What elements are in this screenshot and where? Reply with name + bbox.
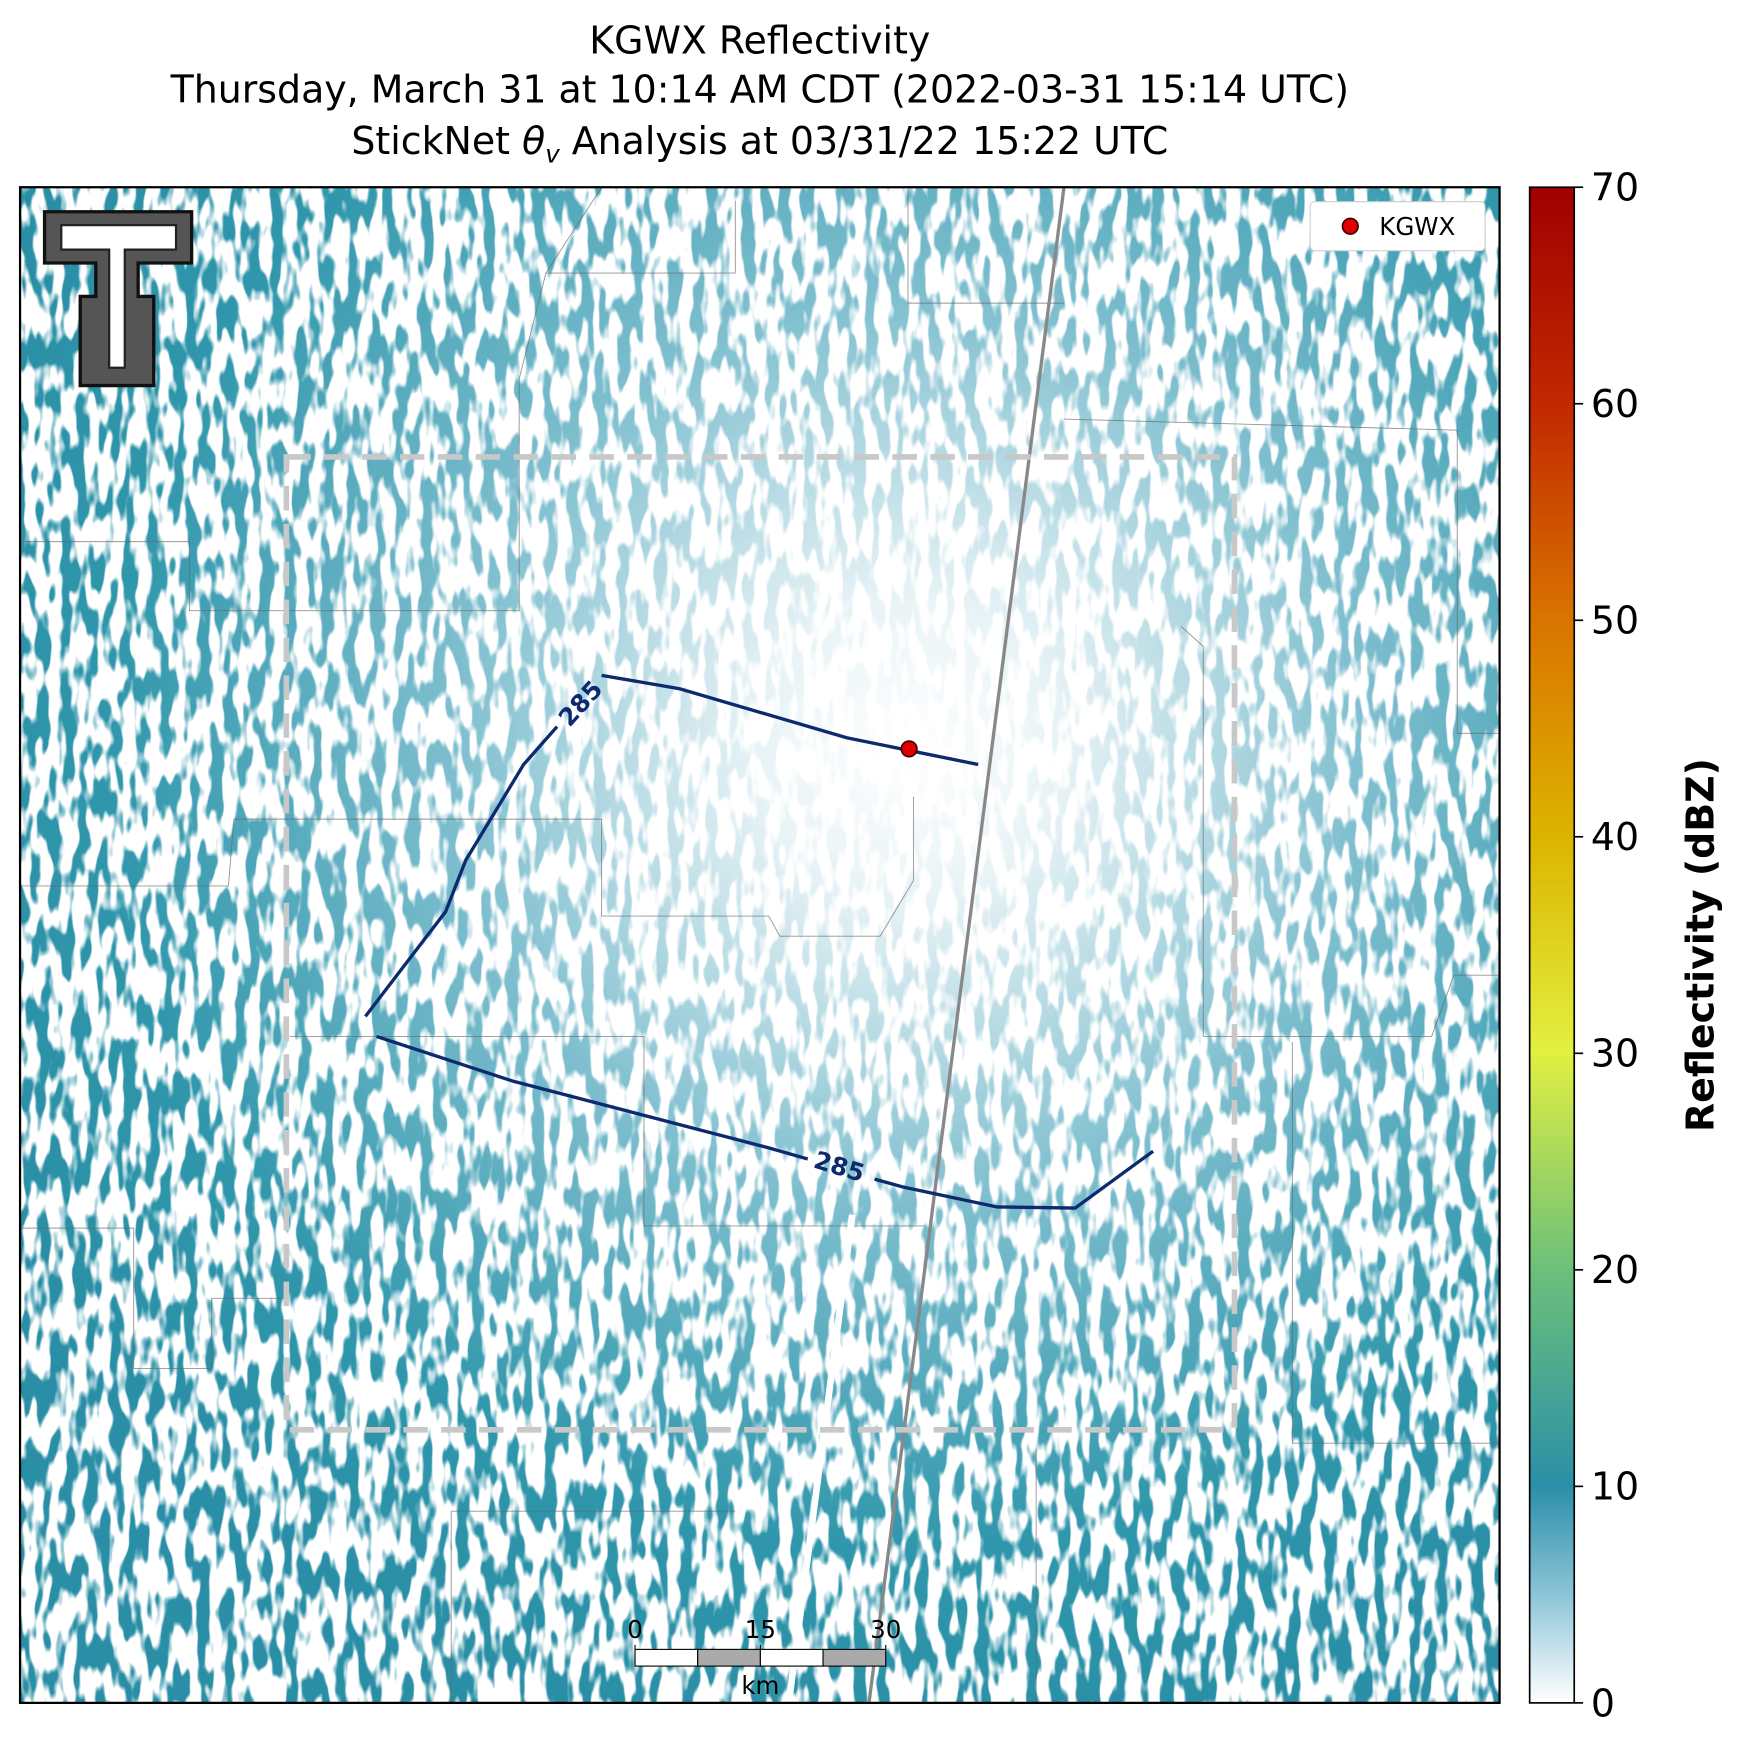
- scale-segment: [697, 1648, 761, 1667]
- map-frame: [18, 186, 1501, 1704]
- scale-bar: 0 15 30 km: [627, 1615, 901, 1700]
- colorbar-label: Reflectivity (dBZ): [1678, 758, 1722, 1132]
- subtitle: Thursday, March 31 at 10:14 AM CDT (2022…: [170, 68, 1349, 112]
- scale-unit: km: [741, 1671, 779, 1700]
- county-lines: [20, 187, 1500, 1703]
- colorbar-tick-label: 40: [1591, 815, 1639, 859]
- colorbar: [1528, 186, 1576, 1704]
- scale-segment: [822, 1648, 887, 1667]
- radar-gap: [785, 1214, 856, 1703]
- highway: [867, 187, 1066, 1703]
- colorbar-tick-label: 0: [1591, 1681, 1615, 1725]
- scale-segment: [759, 1648, 824, 1667]
- legend-label: KGWX: [1379, 212, 1455, 241]
- scale-tick-label: 0: [627, 1615, 643, 1644]
- analysis-prefix: StickNet: [351, 119, 522, 163]
- colorbar-tick-label: 10: [1591, 1465, 1639, 1509]
- analysis-title: StickNet θv Analysis at 03/31/22 15:22 U…: [351, 119, 1168, 169]
- colorbar-ticks: 0 10 20 30 40 50 60 70: [1574, 166, 1639, 1725]
- legend-marker: [1341, 217, 1359, 235]
- analysis-subscript: v: [545, 140, 560, 169]
- legend-box: [1309, 201, 1486, 252]
- colorbar-tick-label: 20: [1591, 1248, 1639, 1292]
- analysis-domain: [283, 454, 1238, 1433]
- radar-site: [900, 740, 918, 758]
- analysis-suffix: Analysis at 03/31/22 15:22 UTC: [560, 119, 1169, 163]
- colorbar-tick-label: 60: [1591, 382, 1639, 426]
- analysis-symbol: θ: [522, 119, 545, 163]
- title: KGWX Reflectivity: [589, 18, 930, 62]
- scale-tick-label: 30: [870, 1615, 901, 1644]
- colorbar-tick-label: 30: [1591, 1032, 1639, 1076]
- colorbar-tick-label: 50: [1591, 599, 1639, 643]
- colorbar-tick-label: 70: [1591, 166, 1639, 210]
- scale-tick-label: 15: [745, 1615, 776, 1644]
- scale-segment: [634, 1648, 699, 1667]
- reflectivity-speckle: [20, 187, 1500, 1703]
- logo: [42, 210, 194, 388]
- legend: KGWX: [1309, 201, 1486, 252]
